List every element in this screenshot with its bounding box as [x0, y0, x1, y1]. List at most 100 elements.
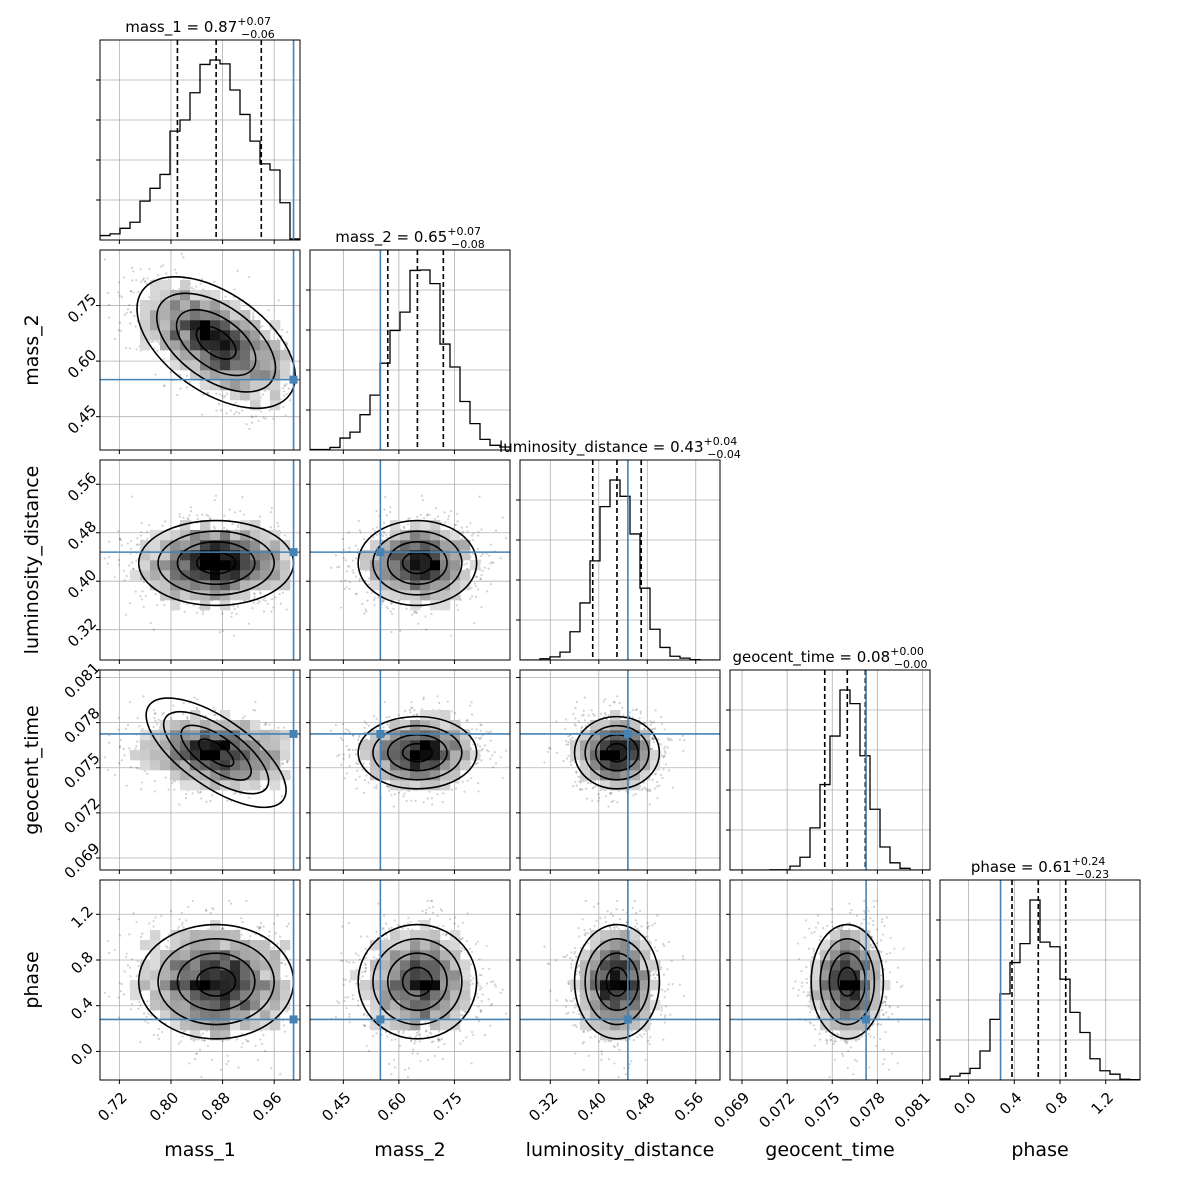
density-cell — [160, 310, 170, 320]
y-axis-label-mass_2: mass_2 — [21, 314, 43, 386]
sample-point — [156, 340, 158, 342]
density-cell — [190, 360, 200, 370]
sample-point — [118, 559, 120, 561]
sample-point — [470, 587, 472, 589]
sample-point — [131, 496, 133, 498]
histogram-mass_1 — [100, 60, 300, 240]
sample-point — [97, 308, 99, 310]
density-cell — [280, 360, 290, 370]
sample-point — [176, 394, 178, 396]
sample-point — [272, 606, 274, 608]
sample-point — [352, 569, 354, 571]
truth-marker — [376, 548, 384, 556]
sample-point — [108, 556, 110, 558]
density-cell — [260, 580, 270, 590]
density-cell — [280, 370, 290, 380]
density-cell — [180, 300, 190, 310]
sample-point — [285, 414, 287, 416]
sample-point — [229, 509, 231, 511]
sample-point — [373, 599, 375, 601]
sample-point — [174, 269, 176, 271]
sample-point — [114, 576, 116, 578]
sample-point — [284, 348, 286, 350]
sample-point — [121, 544, 123, 546]
sample-point — [119, 538, 121, 540]
title-sup: +0.07 — [237, 15, 271, 28]
sample-point — [162, 264, 164, 266]
sample-point — [175, 272, 177, 274]
density-cell — [250, 370, 260, 380]
density-cell — [380, 570, 390, 580]
density-cell — [220, 560, 230, 570]
density-cell — [150, 540, 160, 550]
sample-point — [277, 525, 279, 527]
sample-point — [225, 412, 227, 414]
sample-point — [235, 613, 237, 615]
sample-point — [286, 608, 288, 610]
density-cell — [470, 560, 480, 570]
sample-point — [390, 610, 392, 612]
density-cell — [450, 530, 460, 540]
sample-point — [143, 581, 145, 583]
density-cell — [260, 570, 270, 580]
density-cell — [260, 560, 270, 570]
density-cell — [180, 330, 190, 340]
sample-point — [200, 283, 202, 285]
density-cell — [180, 280, 190, 290]
sample-point — [186, 375, 188, 377]
sample-point — [374, 604, 376, 606]
sample-point — [118, 564, 120, 566]
sample-point — [91, 555, 93, 557]
sample-point — [466, 530, 468, 532]
sample-point — [179, 516, 181, 518]
sample-point — [259, 591, 261, 593]
panel-content — [310, 250, 510, 450]
density-cell — [210, 580, 220, 590]
density-cell — [210, 340, 220, 350]
density-cell — [460, 570, 470, 580]
density-cell — [190, 530, 200, 540]
sample-point — [161, 525, 163, 527]
sample-point — [276, 522, 278, 524]
sample-point — [477, 531, 479, 533]
sample-point — [142, 279, 144, 281]
panel-content — [100, 40, 300, 240]
sample-point — [186, 387, 188, 389]
sample-point — [490, 583, 492, 585]
y-tick-label: 0.32 — [64, 614, 100, 650]
sample-point — [124, 314, 126, 316]
sample-point — [141, 522, 143, 524]
sample-point — [135, 279, 137, 281]
sample-point — [221, 395, 223, 397]
sample-point — [466, 526, 468, 528]
sample-point — [343, 588, 345, 590]
density-cell — [210, 330, 220, 340]
density-cell — [440, 560, 450, 570]
sample-point — [220, 409, 222, 411]
sample-point — [183, 611, 185, 613]
sample-point — [426, 514, 428, 516]
panel-content — [82, 670, 302, 870]
density-cell — [270, 560, 280, 570]
sample-point — [259, 600, 261, 602]
sample-point — [271, 598, 273, 600]
density-cell — [140, 300, 150, 310]
title-sub: −0.08 — [451, 238, 485, 251]
title-sup: +0.04 — [704, 435, 738, 448]
sample-point — [252, 315, 254, 317]
sample-point — [376, 526, 378, 528]
density-cell — [160, 320, 170, 330]
sample-point — [368, 583, 370, 585]
density-cell — [230, 330, 240, 340]
sample-point — [335, 554, 337, 556]
density-cell — [410, 580, 420, 590]
sample-point — [447, 518, 449, 520]
sample-point — [420, 514, 422, 516]
density-cell — [240, 350, 250, 360]
sample-point — [282, 387, 284, 389]
sample-point — [278, 299, 280, 301]
sample-point — [407, 523, 409, 525]
density-cell — [410, 560, 420, 570]
sample-point — [461, 538, 463, 540]
sample-point — [117, 291, 119, 293]
